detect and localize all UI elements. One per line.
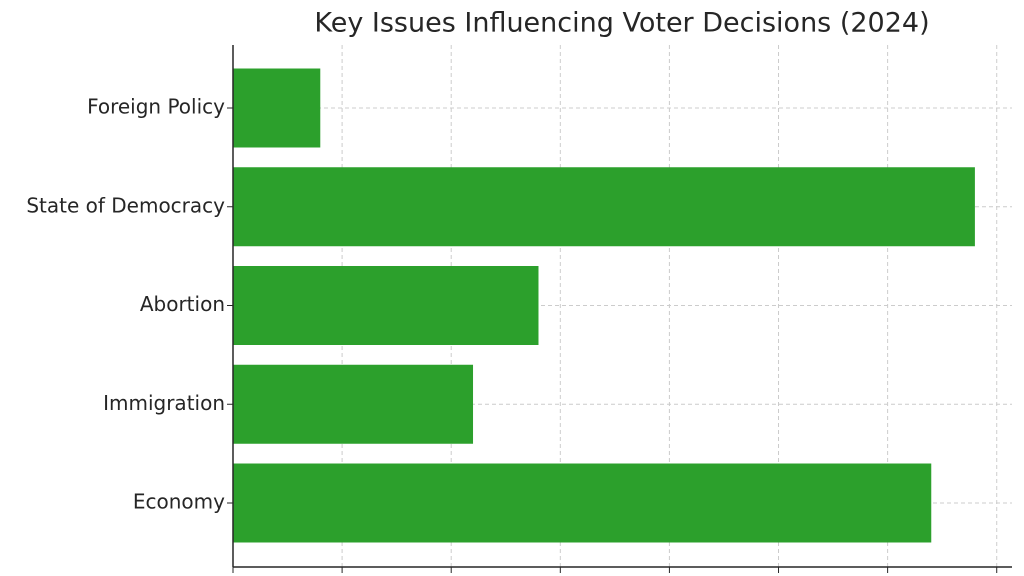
x-tick-label: 25 (766, 574, 791, 576)
x-tick-label: 35 (984, 574, 1009, 576)
chart-title: Key Issues Influencing Voter Decisions (… (314, 8, 929, 39)
y-tick-label: Immigration (103, 391, 225, 415)
bar (233, 463, 932, 543)
bar (233, 68, 321, 148)
x-tick-label: 20 (657, 574, 682, 576)
bar (233, 167, 975, 247)
y-tick-label: Foreign Policy (87, 95, 225, 119)
x-tick-label: 15 (548, 574, 573, 576)
x-tick-label: 0 (227, 574, 240, 576)
x-tick-label: 10 (438, 574, 463, 576)
bar (233, 266, 539, 345)
y-tick-label: Abortion (140, 292, 225, 316)
y-tick-label: State of Democracy (26, 193, 225, 217)
x-tick-label: 5 (336, 574, 349, 576)
x-tick-label: 30 (875, 574, 900, 576)
bar (233, 364, 474, 444)
y-tick-label: Economy (133, 490, 225, 514)
